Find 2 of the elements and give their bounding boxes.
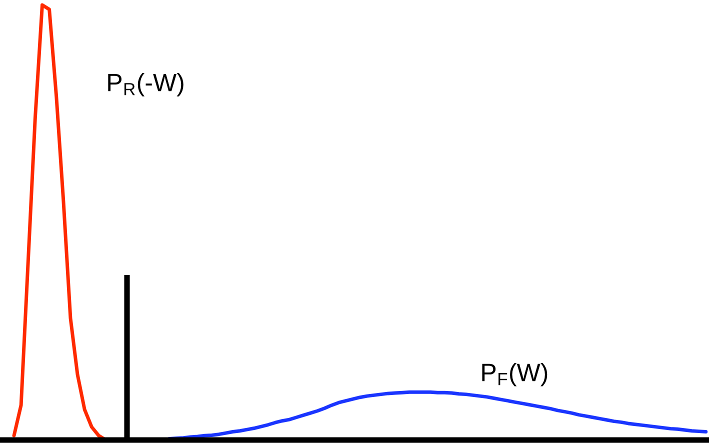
- text: P$_{R}$(-W): [108, 73, 184, 96]
- series-label: P$_{F}$(W): [482, 362, 548, 386]
